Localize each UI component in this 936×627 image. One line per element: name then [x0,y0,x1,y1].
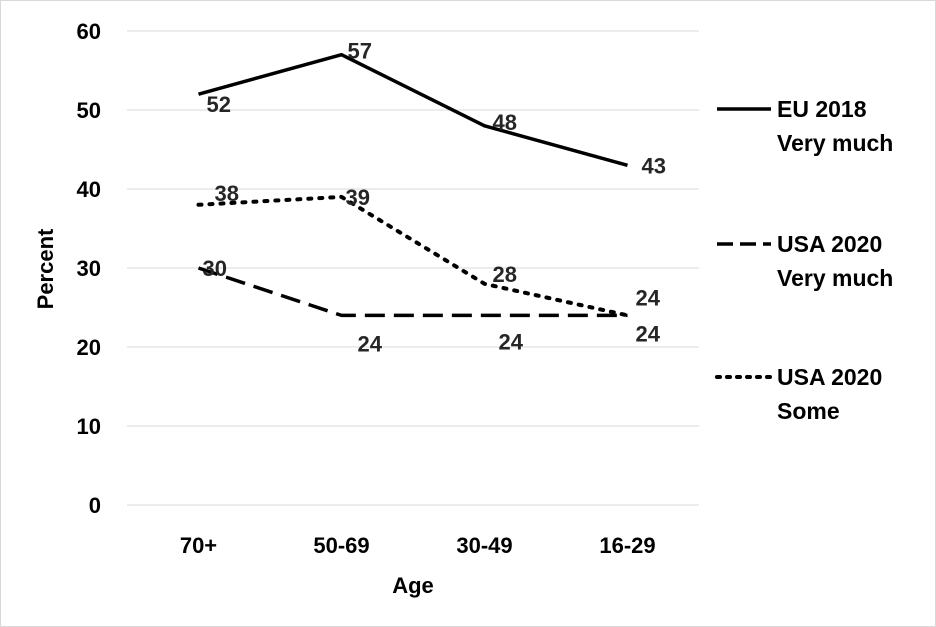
y-axis-ticks: 0 10 20 30 40 50 60 [77,19,101,518]
x-tick-label: 50-69 [313,533,369,558]
legend-item: EU 2018 Very much [717,96,893,156]
y-tick-label: 20 [77,335,101,360]
data-label: 24 [636,321,661,346]
y-tick-label: 10 [77,414,101,439]
data-label: 48 [493,110,517,135]
x-axis-title: Age [392,573,434,598]
data-label: 43 [642,153,666,178]
gridlines [127,30,699,506]
x-tick-label: 30-49 [456,533,512,558]
data-label: 30 [203,256,227,281]
y-tick-label: 60 [77,19,101,44]
y-tick-label: 0 [89,493,101,518]
y-tick-label: 50 [77,98,101,123]
data-label: 39 [346,185,370,210]
y-tick-label: 40 [77,177,101,202]
series-lines [196,52,630,318]
data-label: 24 [358,331,383,356]
legend-item: USA 2020 Very much [717,231,893,291]
data-labels: 52 57 48 43 30 24 24 24 38 39 28 24 [203,39,666,357]
data-label: 57 [348,39,372,64]
x-tick-label: 16-29 [599,533,655,558]
data-label: 24 [499,329,524,354]
legend-label: USA 2020 [777,364,882,390]
legend-item: USA 2020 Some [715,364,882,424]
y-tick-label: 30 [77,256,101,281]
series-line [198,52,628,167]
legend-label: EU 2018 [777,96,867,122]
series-line [197,266,628,318]
legend-label: Very much [777,130,893,156]
legend-label: Very much [777,265,893,291]
series-line [196,194,630,318]
legend-label: USA 2020 [777,231,882,257]
data-label: 24 [636,285,661,310]
data-label: 38 [215,181,239,206]
x-axis-ticks: 70+ 50-69 30-49 16-29 [180,533,656,558]
y-axis-title: Percent [33,228,58,309]
data-label: 52 [207,92,231,117]
x-tick-label: 70+ [180,533,217,558]
legend-label: Some [777,398,840,424]
data-label: 28 [493,262,517,287]
